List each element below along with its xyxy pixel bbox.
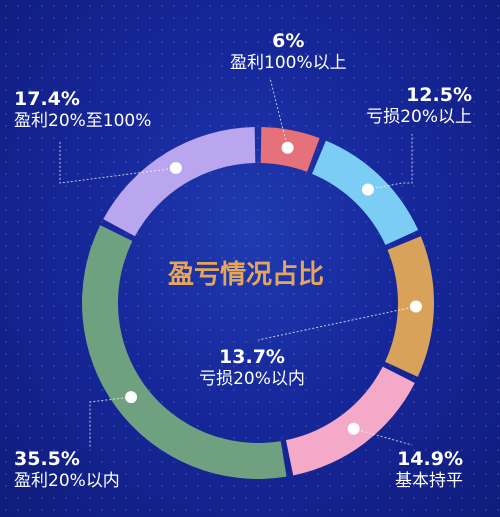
leader-line-profit-20-to-100 xyxy=(59,140,176,184)
slice-percent: 6% xyxy=(272,30,305,52)
slice-name: 亏损20%以上 xyxy=(366,107,472,127)
slice-marker-dot-loss-within-20 xyxy=(409,300,422,313)
chart-title: 盈亏情况占比 xyxy=(167,260,324,290)
slice-name: 盈利20%至100% xyxy=(14,111,152,131)
donut-slice-profit-20-to-100 xyxy=(103,127,256,237)
slice-percent: 17.4% xyxy=(14,88,80,110)
slice-label-profit-100-plus: 6% 盈利100%以上 xyxy=(230,32,347,72)
donut-slice-break-even xyxy=(286,366,415,476)
slice-marker-dot-profit-20-to-100 xyxy=(169,162,182,175)
slice-name: 盈利100%以上 xyxy=(230,53,347,73)
slice-percent: 14.9% xyxy=(397,448,463,470)
slice-label-loss-20-plus: 12.5% 亏损20%以上 xyxy=(332,86,472,126)
slice-marker-dot-profit-within-20 xyxy=(125,391,138,404)
slice-percent: 13.7% xyxy=(219,346,285,368)
slice-name: 亏损20%以内 xyxy=(199,369,305,389)
slice-label-loss-within-20: 13.7% 亏损20%以内 xyxy=(182,348,322,388)
slice-percent: 35.5% xyxy=(14,448,80,470)
donut-slice-loss-within-20 xyxy=(385,236,434,377)
slice-name: 盈利20%以内 xyxy=(14,471,120,491)
donut-slice-profit-within-20 xyxy=(81,225,287,480)
slice-name: 基本持平 xyxy=(395,471,463,491)
slice-label-break-even: 14.9% 基本持平 xyxy=(358,450,463,490)
leader-line-loss-within-20 xyxy=(257,305,417,341)
slice-marker-dot-loss-20-plus xyxy=(361,183,374,196)
slice-marker-dot-profit-100-plus xyxy=(281,141,294,154)
slice-marker-dot-break-even xyxy=(347,422,360,435)
slice-label-profit-within-20: 35.5% 盈利20%以内 xyxy=(14,450,120,490)
leader-line-loss-20-plus xyxy=(367,134,413,191)
slice-label-profit-20-to-100: 17.4% 盈利20%至100% xyxy=(14,90,151,130)
leader-line-profit-within-20 xyxy=(89,396,132,448)
slice-percent: 12.5% xyxy=(406,84,472,106)
